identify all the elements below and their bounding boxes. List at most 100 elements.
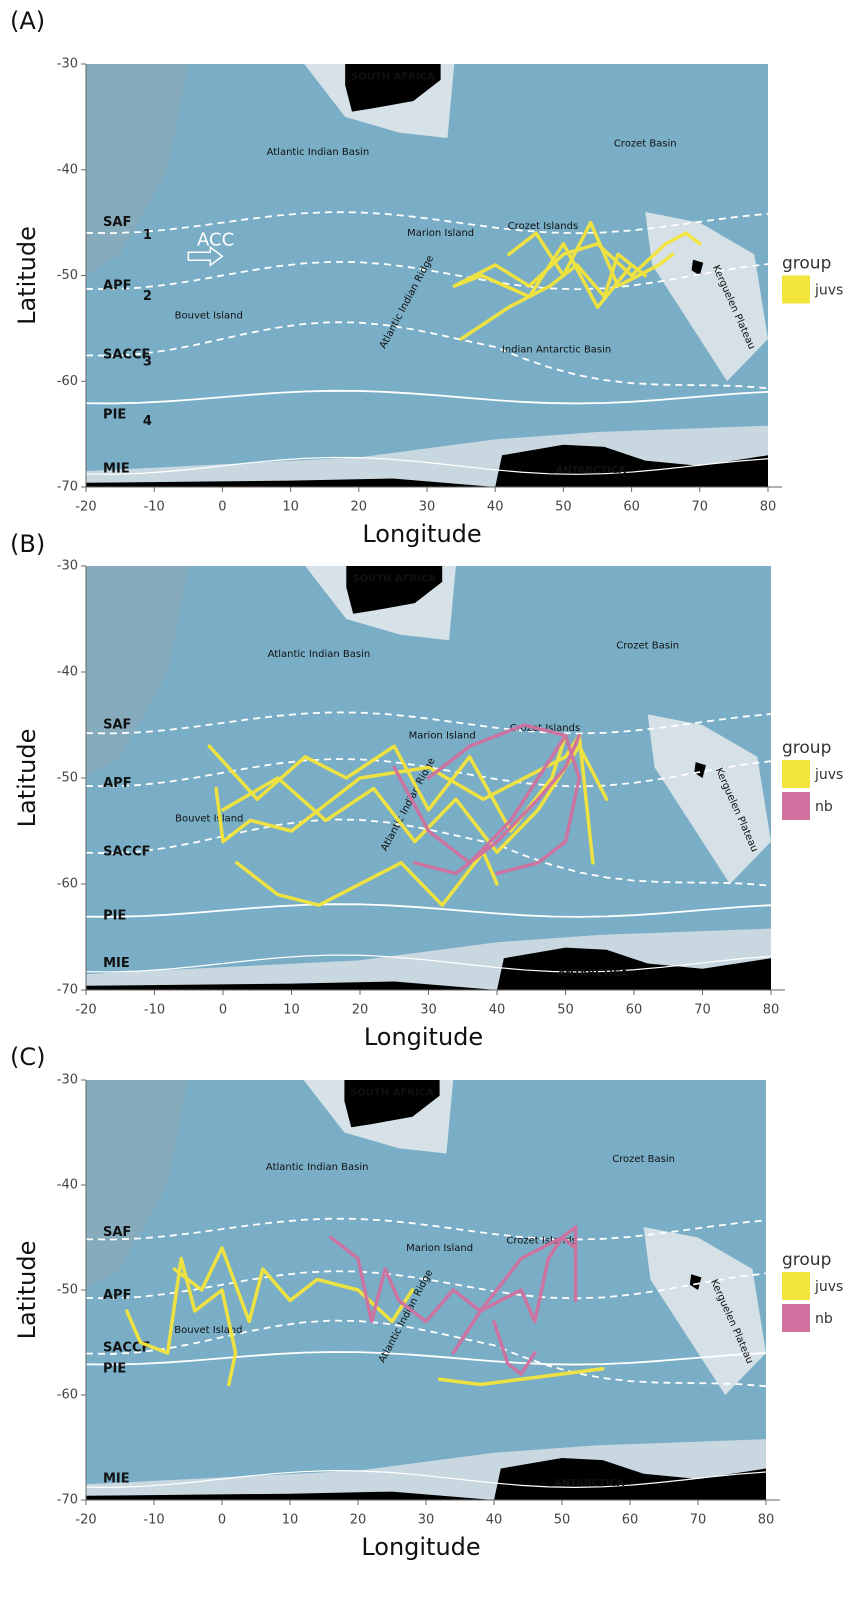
x-tick-label: 20 — [351, 500, 368, 515]
kerguelen-island — [689, 1274, 702, 1290]
map-area: SOUTH AFRICA Atlantic Indian Basin Crozet … — [86, 566, 771, 990]
legend-swatch — [782, 792, 810, 820]
antarctica — [495, 444, 768, 487]
place-label: Atlantic Indian Basin — [266, 1162, 369, 1173]
front-label: PIE — [103, 908, 126, 923]
y-tick-label: -60 — [57, 1388, 78, 1403]
track — [207, 733, 609, 907]
front-saccf — [86, 818, 771, 887]
front-saf — [86, 1217, 766, 1241]
y-tick-label: -50 — [57, 268, 78, 283]
south-africa — [346, 566, 443, 614]
x-tick-label: 40 — [489, 1003, 506, 1018]
x-tick-label: 70 — [690, 1513, 707, 1528]
x-tick-label: -20 — [75, 1003, 96, 1018]
legend-label: juvs — [814, 1279, 843, 1295]
track — [329, 1225, 578, 1376]
map-panel: SOUTH AFRICA Atlantic Indian Basin Crozet … — [10, 530, 843, 1051]
south-africa — [344, 1080, 440, 1128]
x-tick-label: 20 — [350, 1513, 367, 1528]
legend-label: juvs — [814, 283, 843, 299]
place-label: SOUTH AFRICA — [350, 1088, 434, 1099]
place-label: Indian Antarctic Basin — [502, 345, 611, 356]
front-label: SACCF — [103, 1340, 150, 1355]
kerguelen-shelf — [645, 212, 768, 382]
legend-title: group — [782, 254, 831, 274]
ridge-shade — [86, 1080, 188, 1290]
x-tick-label: 60 — [623, 500, 640, 515]
antarctica — [494, 1458, 766, 1500]
south-africa — [345, 64, 441, 112]
legend-swatch — [782, 1272, 810, 1300]
place-label: Marion Island — [409, 731, 476, 742]
place-label: Crozet Basin — [612, 1154, 675, 1165]
y-axis-title: Latitude — [13, 729, 41, 828]
x-tick-label: 30 — [418, 1513, 435, 1528]
place-label: Marion Island — [406, 1243, 473, 1254]
legend-swatch — [782, 760, 810, 788]
place-label: SOUTH AFRICA — [351, 72, 435, 83]
x-tick-label: 70 — [694, 1003, 711, 1018]
front-label: SAF — [103, 1225, 131, 1240]
place-label: SOUTH AFRICA — [352, 574, 436, 585]
track — [452, 220, 702, 341]
front-label: PIE — [103, 1361, 126, 1376]
x-tick-label: 10 — [282, 1513, 299, 1528]
front-label: SAF — [103, 215, 131, 230]
antarctica-west — [86, 981, 497, 990]
front-mie — [86, 456, 768, 475]
front-apf — [86, 758, 771, 788]
x-tick-label: 60 — [622, 1513, 639, 1528]
x-tick-label: 70 — [692, 500, 709, 515]
place-label: ANTARCTICA — [554, 1478, 625, 1489]
front-mie — [86, 954, 771, 973]
y-tick-label: -60 — [57, 374, 78, 389]
front-saf — [86, 711, 771, 735]
kerguelen-island — [694, 762, 706, 778]
y-axis-title: Latitude — [13, 226, 41, 325]
y-tick-label: -40 — [57, 1178, 78, 1193]
map-area: SOUTH AFRICA Atlantic Indian Basin Crozet … — [86, 1080, 766, 1500]
panel-label: (B) — [10, 530, 45, 558]
x-tick-label: 20 — [352, 1003, 369, 1018]
front-label: MIE — [103, 956, 130, 971]
front-mie — [86, 1470, 766, 1489]
place-label: Bouvet Island — [175, 311, 243, 322]
front-saccf — [86, 1319, 766, 1388]
legend-swatch — [782, 275, 810, 304]
track — [392, 723, 581, 876]
panel-label: (C) — [10, 1043, 45, 1071]
ridge-shade — [86, 64, 189, 276]
y-axis-title: Latitude — [13, 1241, 41, 1340]
zone-label: 3 — [143, 355, 152, 370]
current-arrow — [187, 245, 224, 267]
front-label: MIE — [103, 462, 130, 477]
x-tick-label: 30 — [419, 500, 436, 515]
x-tick-label: -10 — [143, 1513, 164, 1528]
place-label: Crozet Islands — [508, 221, 578, 232]
zone-label: 1 — [143, 228, 152, 243]
front-label: SACCF — [103, 845, 150, 860]
ridge-shade — [86, 566, 189, 778]
place-label: Crozet Basin — [614, 138, 677, 149]
front-pie — [86, 389, 768, 405]
map-panel: SOUTH AFRICA Atlantic Indian Basin Crozet … — [10, 7, 843, 548]
legend-label: juvs — [814, 767, 843, 783]
place-label: Crozet Islands — [506, 1236, 576, 1247]
x-tick-label: 50 — [554, 1513, 571, 1528]
x-tick-label: 30 — [420, 1003, 437, 1018]
x-tick-label: 40 — [486, 1513, 503, 1528]
front-label: APF — [103, 279, 131, 294]
front-pie — [86, 1351, 766, 1366]
place-label: Bouvet Island — [174, 1325, 242, 1336]
x-axis-title: Longitude — [361, 1533, 480, 1561]
place-label: Marion Island — [407, 228, 474, 239]
place-label: ANTARCTICA — [555, 465, 626, 476]
legend-swatch — [782, 1304, 810, 1332]
x-axis-title: Longitude — [364, 1023, 483, 1051]
front-saccf — [86, 321, 768, 390]
place-label: ANTARCTICA — [558, 968, 629, 979]
place-label: Atlantic Indian Basin — [267, 147, 370, 158]
place-label: Crozet Basin — [616, 641, 679, 652]
